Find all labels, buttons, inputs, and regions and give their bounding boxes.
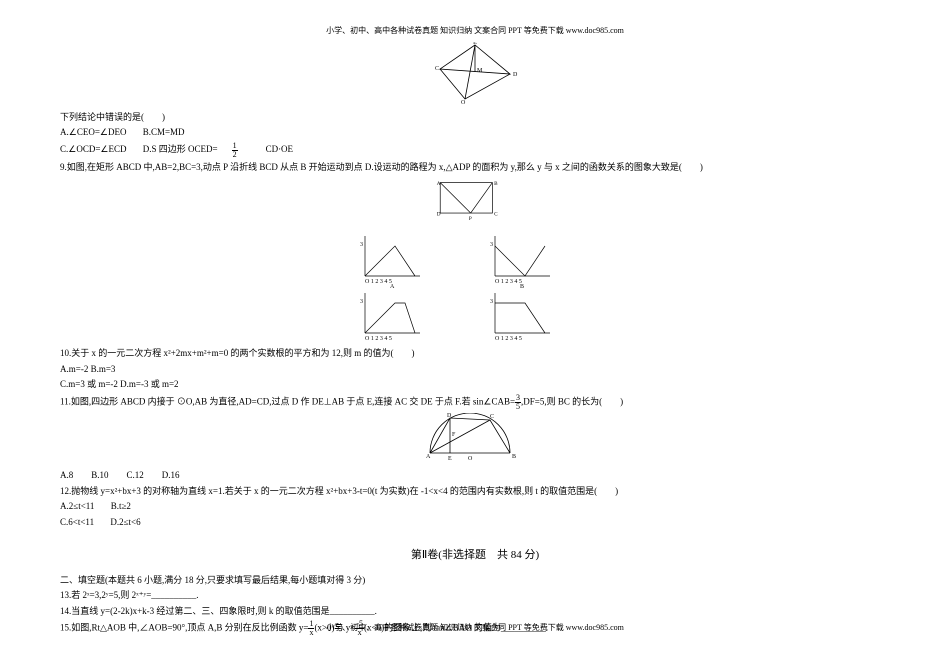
svg-text:C: C — [435, 66, 439, 72]
svg-text:A: A — [390, 284, 395, 290]
q15-mid: (x>0)与 y= — [314, 623, 355, 633]
svg-text:O 1 2 3 4 5: O 1 2 3 4 5 — [365, 279, 392, 285]
q10-stem: 10.关于 x 的一元二次方程 x²+2mx+m²+m=0 的两个实数根的平方和… — [60, 347, 890, 361]
q8-optC: C.∠OCD=∠ECD — [60, 144, 126, 154]
q8-optA: A.∠CEO=∠DEO — [60, 127, 126, 137]
q8-optD-prefix: D.S 四边形 OCED= — [143, 144, 218, 154]
q9-stem: 9.如图,在矩形 ABCD 中,AB=2,BC=3,动点 P 沿折线 BCD 从… — [60, 161, 890, 175]
q12-opts-r2: C.6<t<11 D.2≤t<6 — [60, 516, 890, 530]
q11-options: A.8 B.10 C.12 D.16 — [60, 469, 890, 483]
q8-optB: B.CM=MD — [143, 127, 185, 137]
svg-text:B: B — [494, 181, 498, 187]
q15-text: 15.如图,Rt△AOB 中,∠AOB=90°,顶点 A,B 分别在反比例函数 … — [60, 620, 890, 637]
q11-stem: 11.如图,四边形 ABCD 内接于 ⊙O,AB 为直径,AD=CD,过点 D … — [60, 394, 890, 411]
svg-text:A: A — [437, 181, 441, 187]
svg-text:E: E — [448, 456, 452, 462]
svg-text:F: F — [452, 432, 456, 438]
q12-optC: C.6<t<11 — [60, 517, 94, 527]
part2-intro: 二、填空题(本题共 6 小题,满分 18 分,只要求填写最后结果,每小题填对得 … — [60, 574, 890, 588]
svg-text:3: 3 — [360, 242, 363, 248]
svg-text:P: P — [469, 216, 472, 222]
svg-text:3: 3 — [360, 299, 363, 305]
q10-optsA: A.m=-2 B.m=3 — [60, 363, 890, 377]
q9-choice-graphs: O 1 2 3 4 5 3 A O 1 2 3 4 5 3 B O 1 2 3 … — [60, 231, 890, 346]
q8-optD-suffix: CD·OE — [266, 144, 294, 154]
svg-text:B: B — [520, 284, 524, 290]
svg-text:D: D — [437, 212, 441, 218]
q9-rect-figure: A B C D P — [60, 176, 890, 229]
q12-opts-r1: A.2≤t<11 B.t≥2 — [60, 500, 890, 514]
q8-optD: D.S 四边形 OCED=12CD·OE — [143, 144, 307, 154]
svg-text:E: E — [473, 42, 477, 46]
q15-suffix: (x<0)的图象上,则 tan∠BAO 的值为__________. — [364, 623, 548, 633]
svg-text:A: A — [426, 454, 431, 460]
svg-text:O: O — [468, 456, 473, 462]
q8-figure: E C D O M — [60, 42, 890, 109]
q11-prefix: 11.如图,四边形 ABCD 内接于 ⊙O,AB 为直径,AD=CD,过点 D … — [60, 396, 515, 406]
svg-text:3: 3 — [490, 299, 493, 305]
q12-stem: 12.抛物线 y=x²+bx+3 的对称轴为直线 x=1.若关于 x 的一元二次… — [60, 485, 890, 499]
svg-text:D: D — [513, 72, 518, 78]
svg-text:O 1 2 3 4 5: O 1 2 3 4 5 — [365, 336, 392, 341]
q8-options-row1: A.∠CEO=∠DEO B.CM=MD — [60, 126, 890, 140]
q8-options-row2: C.∠OCD=∠ECD D.S 四边形 OCED=12CD·OE — [60, 142, 890, 159]
q13-text: 13.若 2ˣ=3,2ʸ=5,则 2ˣ⁺ʸ=__________. — [60, 589, 890, 603]
q10-optsB: C.m=3 或 m=-2 D.m=-3 或 m=2 — [60, 378, 890, 392]
svg-text:O: O — [461, 100, 466, 104]
svg-text:M: M — [477, 68, 483, 74]
svg-text:C: C — [490, 414, 494, 420]
q12-optB: B.t≥2 — [111, 501, 131, 511]
q11-suffix: ,DF=5,则 BC 的长为( ) — [521, 396, 623, 406]
q14-text: 14.当直线 y=(2-2k)x+k-3 经过第二、三、四象限时,则 k 的取值… — [60, 605, 890, 619]
svg-text:D: D — [447, 413, 452, 419]
q15-prefix: 15.如图,Rt△AOB 中,∠AOB=90°,顶点 A,B 分别在反比例函数 … — [60, 623, 308, 633]
page-header: 小学、初中、高中各种试卷真题 知识归纳 文案合同 PPT 等免费下载 www.d… — [0, 25, 950, 37]
q15-frac2: -5x — [355, 620, 364, 637]
svg-text:O 1 2 3 4 5: O 1 2 3 4 5 — [495, 336, 522, 341]
q8-optD-frac: 12 — [232, 142, 252, 159]
svg-text:C: C — [494, 212, 498, 218]
svg-text:B: B — [512, 454, 516, 460]
part2-title: 第Ⅱ卷(非选择题 共 84 分) — [60, 547, 890, 564]
q12-optD: D.2≤t<6 — [110, 517, 140, 527]
page-body: E C D O M 下列结论中错误的是( ) A.∠CEO=∠DEO B.CM=… — [60, 40, 890, 637]
svg-text:O 1 2 3 4 5: O 1 2 3 4 5 — [495, 279, 522, 285]
q12-optA: A.2≤t<11 — [60, 501, 94, 511]
q8-stem: 下列结论中错误的是( ) — [60, 111, 890, 125]
q11-figure: A B O D C E F — [60, 413, 890, 468]
svg-text:3: 3 — [490, 242, 493, 248]
